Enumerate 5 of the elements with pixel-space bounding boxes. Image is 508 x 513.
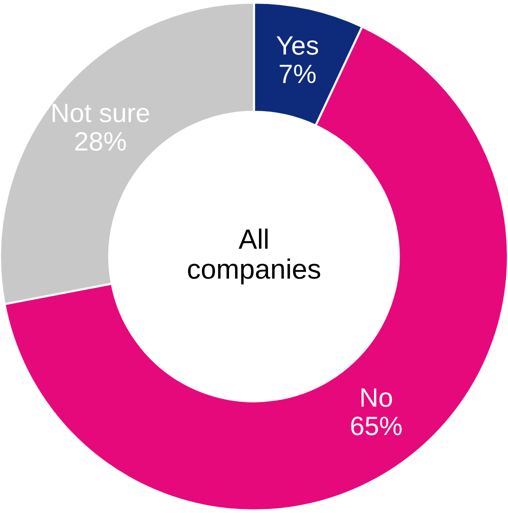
slice-label: No xyxy=(361,388,392,407)
slice-label: Yes xyxy=(276,36,318,55)
data-label: 65% xyxy=(351,416,402,436)
data-label: 7% xyxy=(280,64,316,84)
text: All companies xyxy=(188,228,320,284)
